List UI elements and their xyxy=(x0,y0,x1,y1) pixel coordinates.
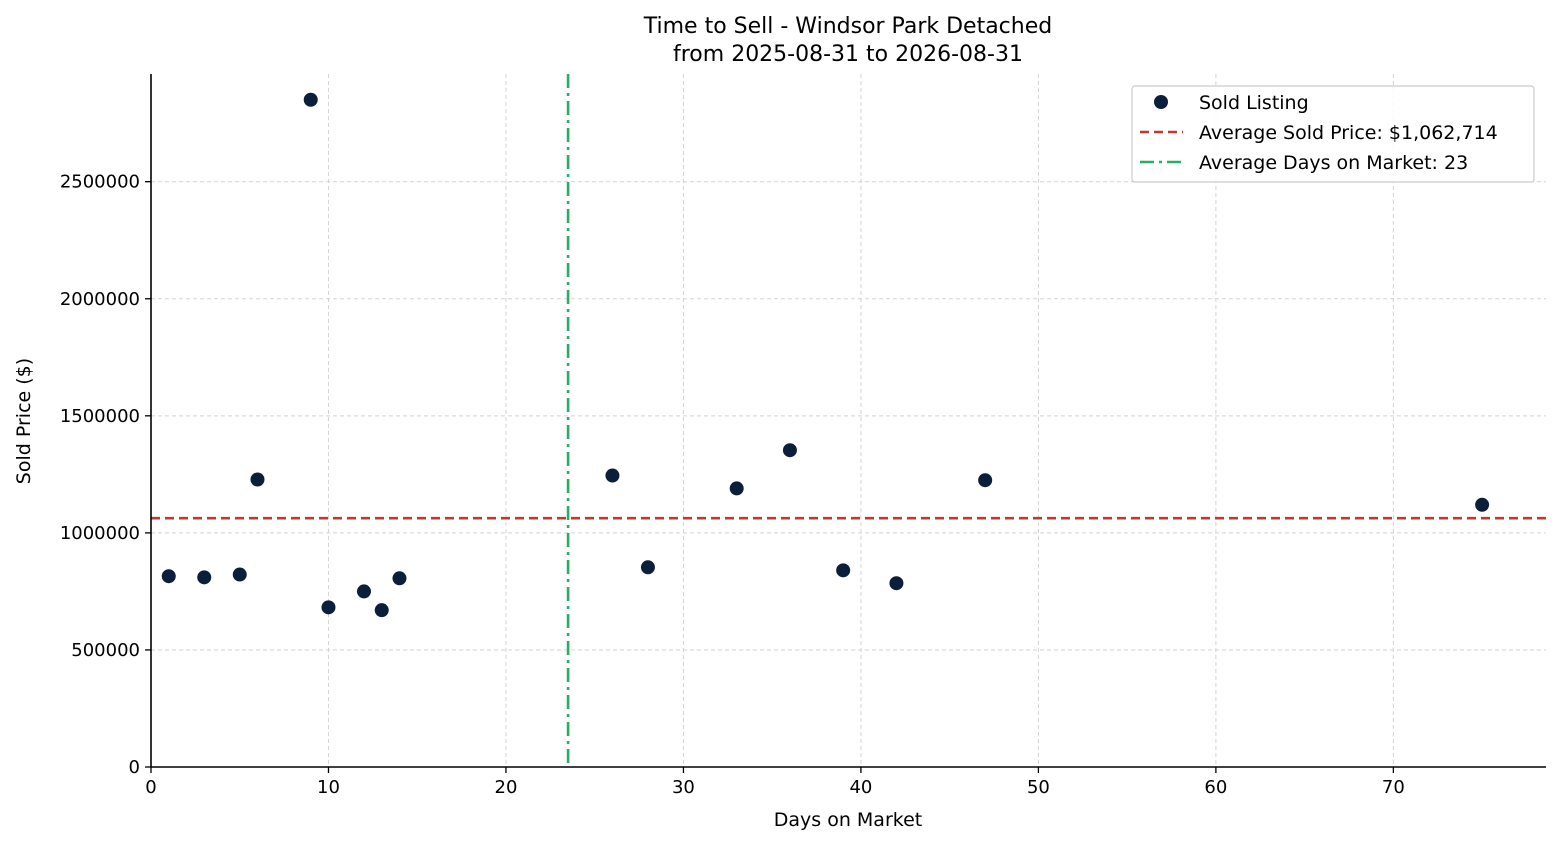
y-axis-label: Sold Price ($) xyxy=(13,358,35,484)
axes xyxy=(150,74,1546,768)
sold-listing-point xyxy=(836,563,851,578)
x-tick-label: 10 xyxy=(317,777,340,798)
x-tick-label: 30 xyxy=(672,777,695,798)
legend-entries: Sold Listing Average Sold Price: $1,062,7… xyxy=(1140,92,1498,174)
legend-average-price-label: Average Sold Price: $1,062,714 xyxy=(1199,122,1498,144)
reference-lines xyxy=(151,74,1546,767)
chart-subtitle: from 2025-08-31 to 2026-08-31 xyxy=(673,42,1023,67)
sold-listing-point xyxy=(250,472,265,487)
sold-listing-point xyxy=(605,468,620,483)
sold-listing-point xyxy=(303,92,318,107)
sold-listing-point xyxy=(356,584,371,599)
legend-sold-listing-label: Sold Listing xyxy=(1199,92,1309,114)
legend-frame xyxy=(1131,85,1535,183)
x-axis-label: Days on Market xyxy=(774,809,922,831)
sold-listing-point xyxy=(782,443,797,458)
x-tick-label: 50 xyxy=(1027,777,1050,798)
y-tick-label: 2500000 xyxy=(60,172,140,193)
y-tick-label: 0 xyxy=(129,757,140,778)
sold-listing-point xyxy=(729,481,744,496)
legend: Sold Listing Average Sold Price: $1,062,7… xyxy=(1131,85,1535,183)
sold-listing-point xyxy=(392,571,407,586)
y-tick-label: 1500000 xyxy=(60,406,140,427)
sold-listing-point xyxy=(374,603,389,618)
x-tick-label: 0 xyxy=(145,777,156,798)
sold-listing-point xyxy=(321,600,336,615)
chart-title: Time to Sell - Windsor Park Detached xyxy=(643,14,1052,39)
ticks: 0 10 20 30 40 50 60 70 0 500000 1000000 1500000 2000… xyxy=(60,172,1405,798)
x-tick-label: 40 xyxy=(849,777,872,798)
sold-listing-point xyxy=(161,569,176,584)
sold-listing-point xyxy=(640,560,655,575)
sold-listing-point xyxy=(232,567,247,582)
sold-listing-point xyxy=(889,576,904,591)
y-tick-label: 500000 xyxy=(71,640,140,661)
y-tick-label: 2000000 xyxy=(60,289,140,310)
sold-listing-point xyxy=(1475,497,1490,512)
x-tick-label: 70 xyxy=(1382,777,1405,798)
legend-average-days-label: Average Days on Market: 23 xyxy=(1199,152,1468,174)
data-points xyxy=(161,92,1490,618)
y-tick-label: 1000000 xyxy=(60,523,140,544)
x-tick-label: 60 xyxy=(1204,777,1227,798)
sold-listing-point xyxy=(978,473,993,488)
sold-listing-point xyxy=(197,570,212,585)
x-tick-label: 20 xyxy=(495,777,518,798)
legend-sold-listing-marker xyxy=(1154,95,1168,109)
